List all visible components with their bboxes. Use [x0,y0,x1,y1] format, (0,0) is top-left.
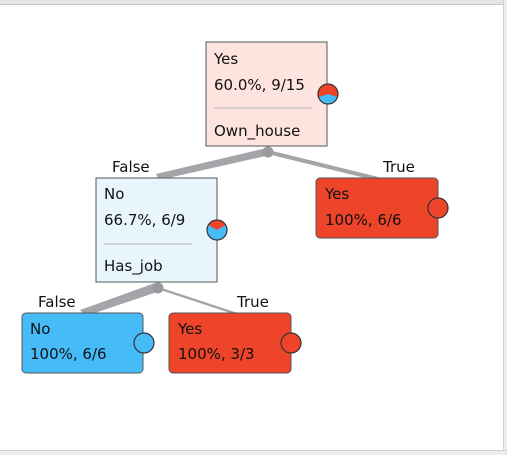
node-no-box[interactable] [95,177,218,283]
leaf-yes-job-pie-slice [281,333,301,353]
horizontal-scrollbar[interactable] [0,450,507,455]
edge-root-to-no [156,148,270,180]
leaf-no[interactable]: No 100%, 6/6 [21,312,155,374]
leaf-yes-root[interactable]: Yes 100%, 6/6 [315,177,449,239]
node-no-label: No [104,185,124,203]
leaf-no-stats: 100%, 6/6 [30,345,107,363]
root-pie-slice-red [318,84,338,98]
edge-root-to-yes [267,150,379,181]
root-node-split: Own_house [214,122,300,141]
leaf-no-label: No [30,320,50,338]
edge-label-no-true: True [236,293,269,311]
leaf-no-pie-slice [134,333,154,353]
edge-label-root-false: False [112,158,150,176]
leaf-yes-root-pie-outline [427,197,449,219]
leaf-yes-root-pie-slice [428,198,448,218]
edge-label-no-false: False [38,293,76,311]
leaf-yes-root-pie [427,197,449,219]
junction-dot-root [262,146,274,158]
no-pie-slice-red [208,220,226,230]
node-no-stats: 66.7%, 6/9 [104,211,185,229]
root-node-label: Yes [213,50,238,68]
node-no-split: Has_job [104,257,163,276]
edges [80,148,379,316]
edge-no-to-leaf-yes [157,286,238,316]
root-node[interactable]: Yes 60.0%, 9/15 Own_house [205,41,339,147]
vertical-scrollbar[interactable] [503,0,507,454]
root-node-pie [317,83,339,105]
root-pie-outline [317,83,339,105]
leaf-no-pie-outline [133,332,155,354]
no-pie-outline [206,219,228,241]
window-top-edge [0,0,507,5]
junction-dot-no [152,282,164,294]
edge-no-to-leaf-no [80,283,160,316]
node-no-pie [206,219,228,241]
leaf-yes-job[interactable]: Yes 100%, 3/3 [168,312,302,374]
root-node-stats: 60.0%, 9/15 [214,76,305,94]
leaf-yes-root-label: Yes [324,185,349,203]
leaf-yes-root-stats: 100%, 6/6 [325,211,402,229]
leaf-yes-job-label: Yes [177,320,202,338]
leaf-yes-job-pie [280,332,302,354]
leaf-yes-job-stats: 100%, 3/3 [178,345,255,363]
edge-label-root-true: True [382,158,415,176]
leaf-yes-job-pie-outline [280,332,302,354]
node-no[interactable]: No 66.7%, 6/9 Has_job [95,177,228,283]
root-node-box[interactable] [205,41,328,147]
leaf-no-pie [133,332,155,354]
